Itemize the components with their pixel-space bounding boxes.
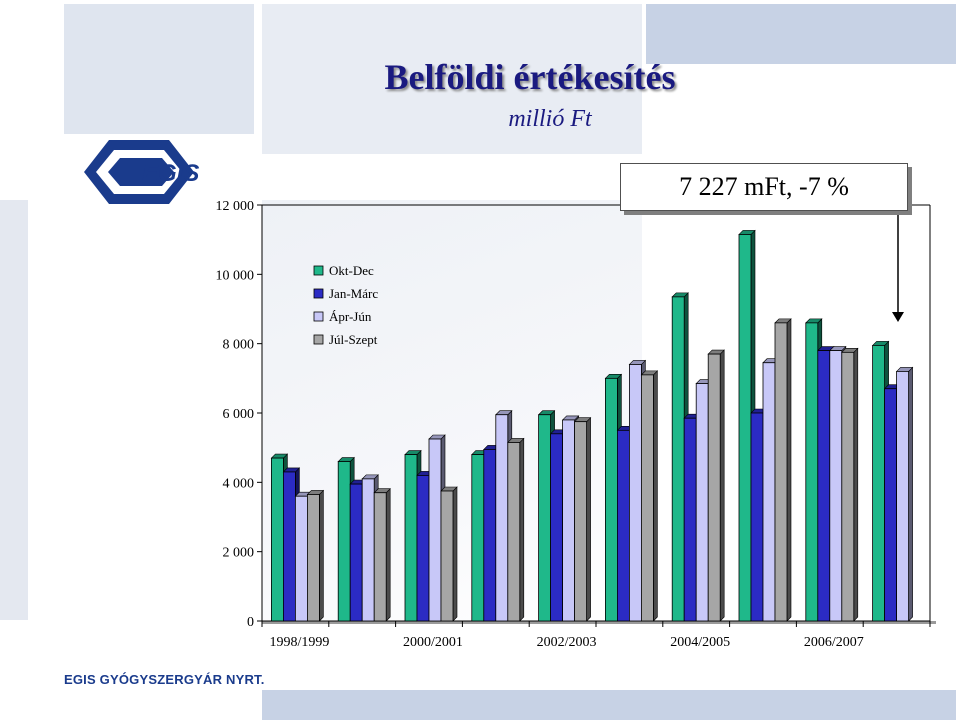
y-axis: 0 2 000 4 000 6 000 8 000 10 000 12 000: [216, 199, 262, 630]
legend: Okt-Dec Jan-Márc Ápr-Jún Júl-Szept: [313, 263, 378, 347]
bg-block-footer-right: [262, 690, 956, 720]
y-tick-label: 8 000: [223, 338, 255, 353]
y-tick-label: 12 000: [216, 199, 255, 214]
bar-Júl-Szept-1999/2000: [373, 488, 391, 622]
bar-Júl-Szept-2003/2004: [640, 370, 659, 622]
legend-swatch: [313, 288, 324, 299]
bar-Júl-Szept-2000/2001: [440, 486, 458, 622]
bar-Júl-Szept-2002/2003: [573, 416, 592, 622]
bar-Júl-Szept-2004/2005: [707, 349, 725, 622]
legend-swatch: [313, 265, 324, 276]
legend-label: Jan-Márc: [329, 286, 378, 301]
bar-Júl-Szept-2006/2007: [841, 347, 859, 622]
x-tick-label: 1998/1999: [269, 635, 329, 650]
y-tick-label: 4 000: [223, 476, 255, 491]
bars: [270, 229, 914, 622]
legend-entry: Jan-Márc: [313, 286, 378, 301]
callout-arrow: [892, 206, 904, 322]
bar-Júl-Szept-1998/1999: [306, 489, 325, 622]
bar-Ápr-Jún-2007/2008: [895, 366, 914, 622]
legend-label: Júl-Szept: [329, 332, 378, 347]
bg-block-top-mid: [262, 4, 642, 154]
y-tick-label: 10 000: [216, 268, 255, 283]
legend-entry: Júl-Szept: [313, 332, 378, 347]
x-tick-label: 2004/2005: [670, 635, 730, 650]
bar-Júl-Szept-2005/2006: [774, 318, 792, 622]
bg-block-left-strip: [0, 200, 28, 620]
x-tick-label: 2006/2007: [804, 635, 864, 650]
bg-block-top-right: [646, 4, 956, 64]
slide-subtitle: millió Ft: [508, 106, 592, 132]
footer-company-name: EGIS GYÓGYSZERGYÁR NYRT.: [64, 672, 265, 687]
y-tick-label: 0: [247, 615, 254, 630]
legend-swatch: [313, 311, 324, 322]
bg-block-top-left: [64, 4, 254, 134]
slide-title: Belföldi értékesítés: [384, 57, 676, 97]
y-tick-label: 2 000: [223, 546, 255, 561]
legend-swatch: [313, 334, 324, 345]
legend-entry: Ápr-Jún: [313, 309, 372, 324]
x-tick-label: 2000/2001: [403, 635, 463, 650]
legend-label: Okt-Dec: [329, 263, 374, 278]
legend-label: Ápr-Jún: [329, 309, 372, 324]
legend-entry: Okt-Dec: [313, 263, 374, 278]
bar-Júl-Szept-2001/2002: [507, 437, 525, 622]
y-tick-label: 6 000: [223, 407, 255, 422]
x-axis: 1998/1999 2000/2001 2002/2003 2004/2005 2006…: [261, 621, 931, 650]
x-tick-label: 2002/2003: [537, 635, 597, 650]
summary-callout: 7 227 mFt, -7 %: [620, 163, 908, 211]
